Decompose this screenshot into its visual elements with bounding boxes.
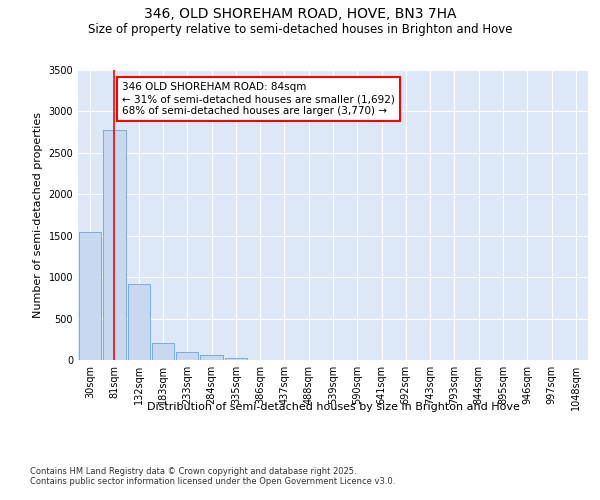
Bar — [152, 342, 174, 360]
Bar — [200, 356, 223, 360]
Text: Contains HM Land Registry data © Crown copyright and database right 2025.: Contains HM Land Registry data © Crown c… — [30, 468, 356, 476]
Text: 346 OLD SHOREHAM ROAD: 84sqm
← 31% of semi-detached houses are smaller (1,692)
6: 346 OLD SHOREHAM ROAD: 84sqm ← 31% of se… — [122, 82, 395, 116]
Bar — [128, 284, 150, 360]
Text: Distribution of semi-detached houses by size in Brighton and Hove: Distribution of semi-detached houses by … — [146, 402, 520, 412]
Bar — [176, 352, 199, 360]
Bar — [224, 358, 247, 360]
Y-axis label: Number of semi-detached properties: Number of semi-detached properties — [33, 112, 43, 318]
Text: 346, OLD SHOREHAM ROAD, HOVE, BN3 7HA: 346, OLD SHOREHAM ROAD, HOVE, BN3 7HA — [144, 8, 456, 22]
Text: Contains public sector information licensed under the Open Government Licence v3: Contains public sector information licen… — [30, 478, 395, 486]
Bar — [79, 232, 101, 360]
Text: Size of property relative to semi-detached houses in Brighton and Hove: Size of property relative to semi-detach… — [88, 22, 512, 36]
Bar — [103, 130, 125, 360]
